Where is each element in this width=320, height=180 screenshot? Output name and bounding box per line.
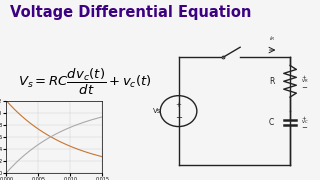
- Text: +: +: [176, 102, 181, 108]
- Text: $v_R$: $v_R$: [301, 77, 309, 85]
- Text: Vs: Vs: [153, 108, 161, 114]
- Text: +: +: [302, 75, 307, 80]
- Text: C: C: [269, 118, 274, 127]
- Text: −: −: [301, 85, 307, 91]
- Text: −: −: [301, 125, 307, 131]
- Text: $i_R$: $i_R$: [269, 34, 276, 43]
- Text: $V_s = RC\dfrac{dv_c(t)}{dt} + v_c(t)$: $V_s = RC\dfrac{dv_c(t)}{dt} + v_c(t)$: [18, 66, 151, 96]
- Text: Voltage Differential Equation: Voltage Differential Equation: [10, 5, 251, 20]
- Text: $v_C$: $v_C$: [301, 118, 309, 126]
- Text: +: +: [302, 116, 307, 121]
- Text: −: −: [175, 113, 182, 122]
- Text: R: R: [269, 77, 275, 86]
